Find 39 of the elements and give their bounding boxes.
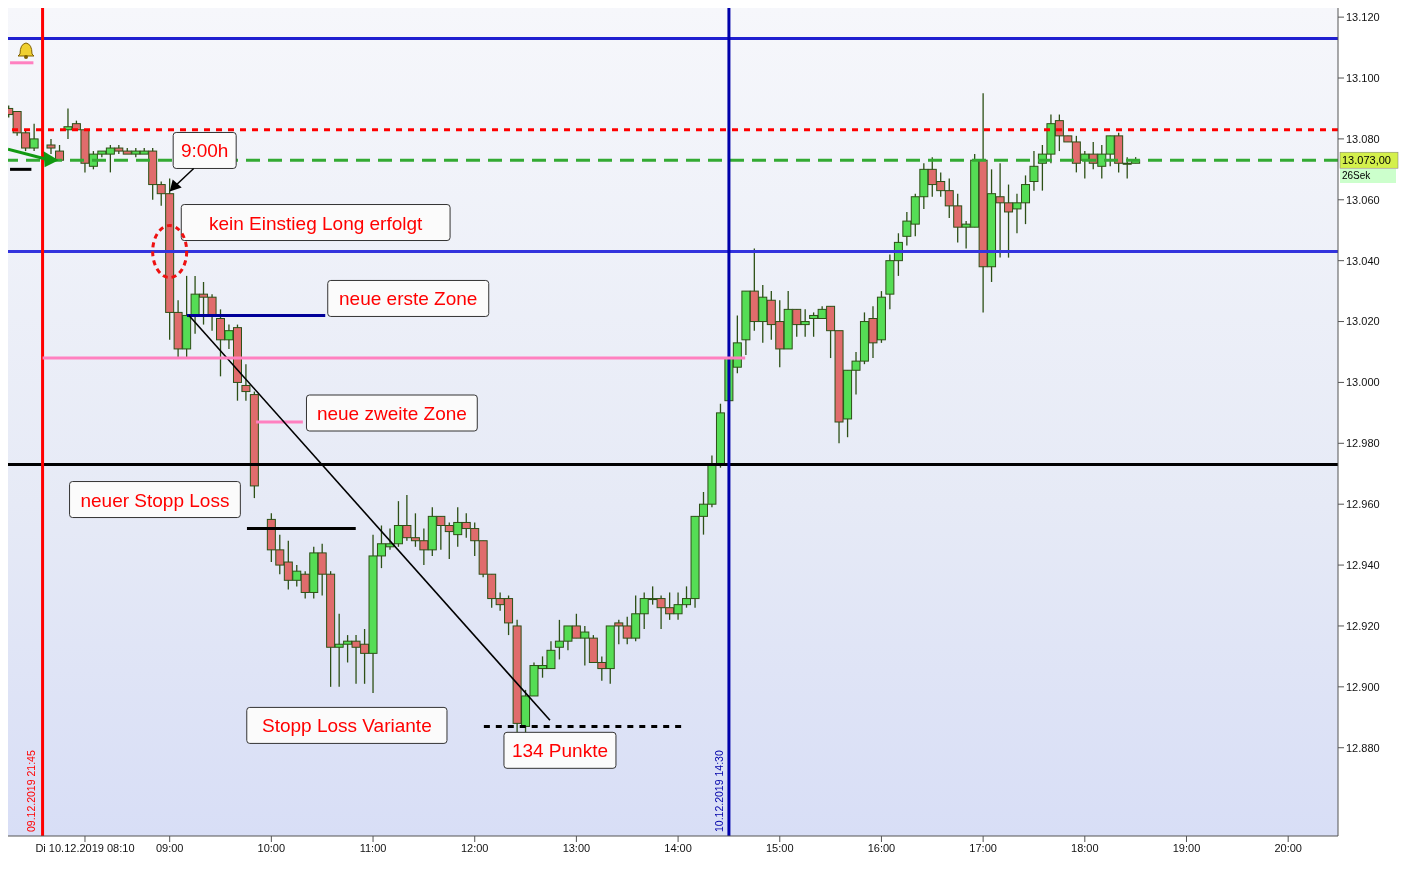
y-tick-label: 12.960 (1346, 498, 1380, 511)
y-tick-label: 12.900 (1346, 680, 1380, 693)
annotation: 134 Punkte (511, 740, 609, 762)
x-tick-label: 13:00 (562, 841, 591, 854)
x-tick-label: 11:00 (359, 841, 387, 854)
x-tick-label: 18:00 (1071, 841, 1099, 854)
annotation: neue zweite Zone (316, 403, 467, 424)
annotation: neue erste Zone (339, 288, 478, 310)
x-tick-label: 12:00 (460, 841, 489, 854)
x-tick-label: 17:00 (969, 841, 997, 854)
y-tick-label: 12.880 (1346, 741, 1380, 754)
annotation: neuer Stopp Loss (80, 489, 230, 511)
y-tick-label: 13.020 (1346, 315, 1380, 328)
x-tick-label: 09:00 (155, 841, 184, 854)
y-tick-label: 12.940 (1346, 558, 1380, 571)
ref-line-label: 10.12.2019 14:30 (712, 750, 725, 832)
y-tick-label: 12.980 (1346, 437, 1380, 450)
y-tick-label: 13.000 (1346, 376, 1380, 389)
x-tick-label: 20:00 (1274, 841, 1302, 854)
candlestick (1029, 150, 1039, 192)
x-tick-label: 16:00 (867, 841, 896, 854)
y-tick-label: 12.920 (1346, 619, 1380, 632)
annotation: Stopp Loss Variante (262, 715, 432, 737)
annotation: 9:00h (180, 140, 229, 162)
text: 26Sek (1340, 169, 1396, 184)
annotation: 09.12.2019 21:45 (24, 750, 37, 832)
ref-line-label: 13.073,00 (1342, 154, 1391, 167)
y-tick-label: 13.040 (1346, 254, 1380, 267)
x-tick-label: Di 10.12.2019 08:10 (35, 841, 135, 854)
y-tick-label: 13.060 (1346, 193, 1380, 206)
y-tick-label: 13.080 (1346, 132, 1380, 145)
x-tick-label: 19:00 (1172, 841, 1201, 854)
x-tick-label: 15:00 (766, 841, 794, 854)
y-tick-label: 13.100 (1346, 71, 1380, 84)
annotation: kein Einstieg Long erfolgt (208, 212, 424, 234)
y-tick-label: 13.120 (1346, 11, 1380, 24)
x-tick-label: 14:00 (664, 841, 692, 854)
x-tick-label: 10:00 (257, 841, 286, 854)
candlestick (241, 363, 251, 402)
